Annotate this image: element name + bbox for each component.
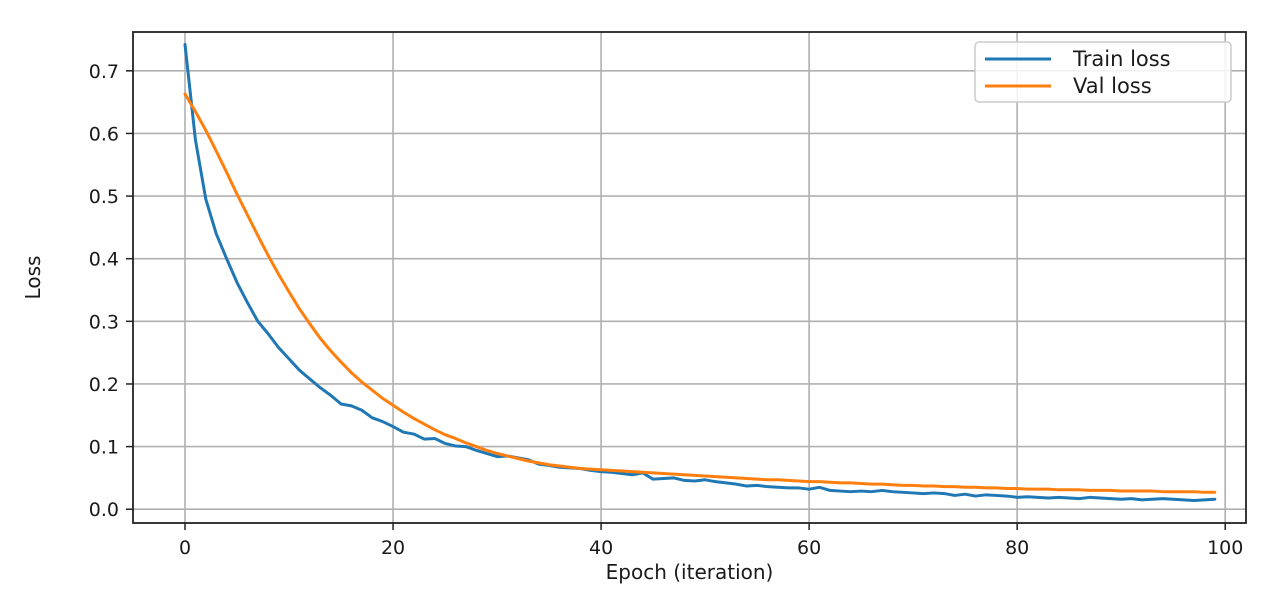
x-tick-label: 60 [797,537,821,559]
x-tick-label: 100 [1207,537,1243,559]
series-group [183,43,1217,502]
y-tick-label: 0.3 [89,311,119,333]
legend-label-val-loss: Val loss [1073,74,1152,98]
y-axis-label: Loss [21,256,45,300]
y-tick-label: 0.1 [89,437,119,459]
y-tick-labels: 0.0 0.1 0.2 0.3 0.4 0.5 0.6 0.7 [89,61,119,521]
y-tick-label: 0.4 [89,249,119,271]
x-axis-label: Epoch (iteration) [606,560,774,584]
x-tick-label: 40 [589,537,613,559]
y-tick-label: 0.6 [89,123,119,145]
y-tick-label: 0.0 [89,499,119,521]
x-tick-label: 0 [179,537,191,559]
grid [133,32,1246,523]
ticks [126,70,1226,530]
y-tick-label: 0.2 [89,374,119,396]
train-loss-line [183,43,1217,502]
x-tick-labels: 0 20 40 60 80 100 [179,537,1243,559]
val-loss-line [183,92,1217,494]
legend-label-train-loss: Train loss [1072,47,1171,71]
y-tick-label: 0.7 [89,61,119,83]
axes-frame [132,31,1247,524]
x-tick-label: 20 [381,537,405,559]
y-tick-label: 0.5 [89,186,119,208]
x-tick-label: 80 [1005,537,1029,559]
legend: Train loss Val loss [974,41,1232,103]
